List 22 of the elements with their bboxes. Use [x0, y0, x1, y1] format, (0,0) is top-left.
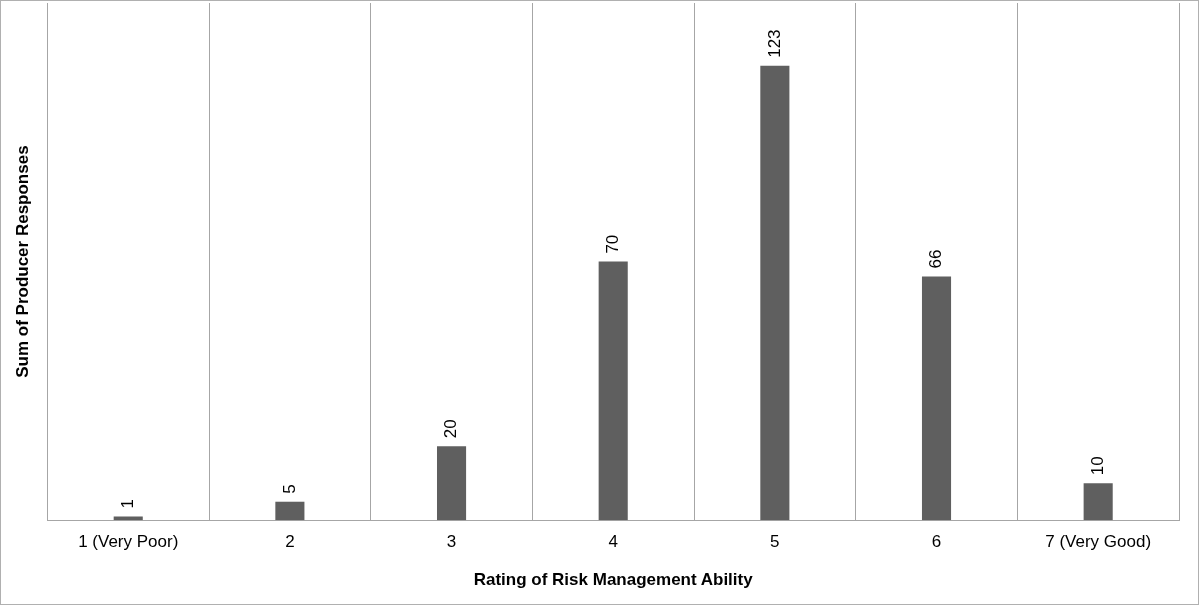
x-axis-title: Rating of Risk Management Ability	[473, 570, 754, 590]
data-label: 123	[764, 29, 784, 58]
bar	[1083, 483, 1113, 521]
bar	[275, 501, 305, 521]
bar	[921, 276, 952, 521]
data-label: 5	[279, 484, 299, 494]
bar	[760, 65, 790, 521]
bar	[598, 261, 628, 521]
data-label: 20	[441, 419, 461, 439]
x-tick-label: 3	[446, 532, 457, 552]
x-tick-label: 2	[285, 532, 295, 552]
x-tick-label: 4	[608, 532, 618, 552]
x-tick-label: 6	[931, 532, 942, 552]
data-label: 10	[1087, 456, 1107, 476]
data-label: 1	[117, 499, 137, 509]
x-tick-label: 1 (Very Poor)	[78, 532, 179, 552]
y-axis-title: Sum of Producer Responses	[12, 145, 32, 378]
x-tick-label: 5	[770, 532, 780, 552]
x-tick-label: 7 (Very Good)	[1045, 532, 1152, 552]
bar	[436, 446, 467, 521]
data-label: 70	[602, 234, 622, 254]
data-label: 66	[926, 249, 946, 269]
